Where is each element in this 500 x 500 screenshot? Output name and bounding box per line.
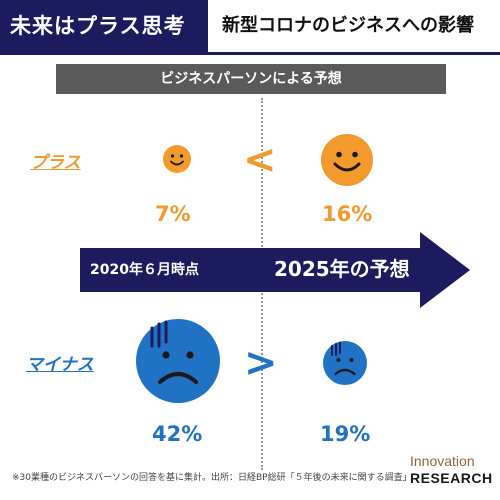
topic-title: 新型コロナのビジネスへの影響: [222, 15, 474, 36]
sad-face-icon: [323, 341, 367, 385]
innovation-research-logo: Innovation RESEARCH: [410, 453, 494, 495]
sad-face-icon: [136, 319, 220, 403]
subtitle-text: ビジネスパーソンによる予想: [160, 71, 342, 87]
timeline-to-label: 2025年の予想: [274, 257, 410, 281]
comparison-sign-minus: >: [244, 340, 278, 386]
brand-title: 未来はプラス思考: [10, 14, 186, 38]
timeline-from-label: 2020年６月時点: [90, 262, 199, 278]
plus-2020-value: 7%: [155, 202, 191, 226]
header-rule: [0, 52, 500, 55]
smiley-face-icon: [163, 145, 191, 173]
minus-2025-value: 19%: [320, 422, 371, 446]
smiley-face-icon: [321, 134, 373, 186]
header-topic-panel: [208, 0, 500, 52]
timeline-arrow: [80, 232, 470, 308]
logo-line2: RESEARCH: [410, 470, 493, 486]
subtitle-bar: [56, 64, 446, 94]
row-label-minus: マイナス: [26, 355, 94, 375]
plus-2025-value: 16%: [322, 202, 373, 226]
minus-2020-value: 42%: [152, 422, 203, 446]
comparison-sign-plus: <: [243, 137, 277, 183]
source-footnote: ※30業種のビジネスパーソンの回答を基に集計。出所：日経BP総研「５年後の未来に…: [12, 473, 412, 483]
header-brand-panel: [0, 0, 208, 52]
logo-line1: Innovation: [410, 453, 475, 469]
row-label-plus: プラス: [30, 153, 81, 173]
